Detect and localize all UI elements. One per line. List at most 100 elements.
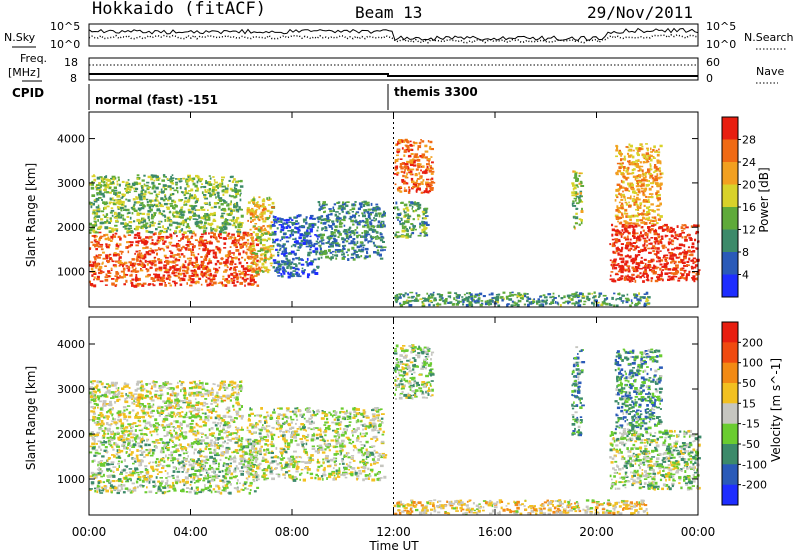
power-cell — [190, 251, 195, 254]
power-cell — [178, 269, 182, 272]
power-cell — [207, 277, 211, 280]
power-cell — [235, 187, 238, 190]
vel-cell — [241, 450, 245, 453]
power-cell — [311, 224, 315, 226]
vel-cell — [137, 485, 139, 489]
vel-cell — [225, 467, 230, 470]
power-cell — [441, 297, 444, 300]
power-cell — [676, 256, 680, 259]
power-cell — [338, 212, 341, 215]
power-cell — [308, 244, 312, 247]
power-cell — [639, 161, 642, 164]
power-cell — [254, 252, 259, 255]
power-cell — [490, 292, 494, 296]
power-cell — [650, 151, 653, 153]
power-cell — [159, 261, 163, 264]
power-cell — [131, 283, 134, 286]
power-cell — [466, 299, 470, 303]
power-ytick-label: 1000 — [57, 266, 85, 279]
power-cell — [178, 230, 182, 234]
vel-cell — [109, 467, 111, 471]
power-cell — [615, 298, 617, 301]
power-cell — [138, 193, 141, 197]
power-cell — [201, 191, 204, 195]
power-cell — [629, 172, 633, 175]
vel-cell — [237, 450, 241, 452]
power-cell — [394, 294, 399, 298]
power-cell — [212, 214, 216, 217]
power-cell — [131, 266, 134, 269]
power-cell — [430, 148, 434, 151]
power-cell — [331, 241, 336, 244]
power-cell — [197, 214, 200, 217]
power-cell — [246, 248, 251, 251]
power-cell — [657, 218, 662, 221]
vel-cell — [214, 444, 216, 448]
power-cell — [399, 223, 402, 226]
power-cell — [308, 263, 313, 266]
power-cell — [383, 246, 387, 249]
power-cell — [206, 252, 211, 255]
power-cell — [318, 216, 322, 219]
power-cell — [166, 207, 170, 210]
power-cell — [374, 208, 379, 211]
power-cell — [415, 228, 417, 231]
power-cell — [313, 242, 316, 246]
power-cell — [645, 195, 648, 198]
power-cell — [93, 220, 97, 223]
power-cell — [364, 202, 369, 205]
power-cell — [234, 219, 238, 222]
power-cell — [394, 233, 397, 237]
power-cell — [644, 171, 648, 175]
power-cell — [204, 191, 208, 193]
power-cell — [251, 210, 256, 214]
power-cell — [642, 175, 644, 177]
power-cell — [656, 266, 660, 269]
power-cell — [648, 268, 653, 272]
power-cell — [169, 220, 173, 223]
power-cell — [636, 193, 640, 196]
power-cell — [573, 225, 576, 229]
power-cell — [650, 203, 654, 206]
power-cell — [203, 202, 208, 205]
power-cell — [617, 292, 621, 296]
power-cell — [638, 147, 642, 151]
power-cell — [148, 199, 152, 203]
power-cell — [120, 214, 125, 217]
power-cell — [211, 222, 214, 226]
power-cell — [117, 212, 121, 215]
power-cell — [653, 210, 656, 213]
power-cell — [650, 228, 654, 231]
power-cell — [185, 266, 188, 269]
power-cell — [209, 240, 212, 243]
power-cell — [295, 242, 300, 245]
power-cell — [319, 206, 323, 208]
power-cell — [140, 254, 145, 258]
power-cell — [644, 268, 647, 272]
power-cell — [379, 232, 382, 235]
power-cell — [184, 197, 188, 200]
power-cell — [624, 275, 629, 278]
power-cell — [411, 299, 416, 302]
power-cell — [365, 248, 369, 251]
power-colorbar-tick-label: 12 — [742, 224, 756, 237]
power-cell — [155, 268, 158, 272]
power-cell — [260, 234, 263, 237]
power-cell — [177, 240, 181, 242]
power-cell — [125, 198, 128, 201]
power-cell — [121, 196, 124, 198]
vel-cell — [221, 445, 224, 448]
power-cell — [133, 203, 136, 206]
power-cell — [113, 189, 118, 192]
power-cell — [419, 141, 422, 145]
power-cell — [202, 242, 206, 245]
power-cell — [341, 256, 345, 260]
power-cell — [650, 224, 655, 227]
power-cell — [620, 235, 623, 238]
power-cell — [167, 185, 172, 188]
power-cell — [295, 226, 300, 230]
power-cell — [114, 279, 118, 283]
power-cell — [257, 226, 261, 228]
power-cell — [627, 230, 629, 234]
power-cell — [289, 217, 292, 220]
